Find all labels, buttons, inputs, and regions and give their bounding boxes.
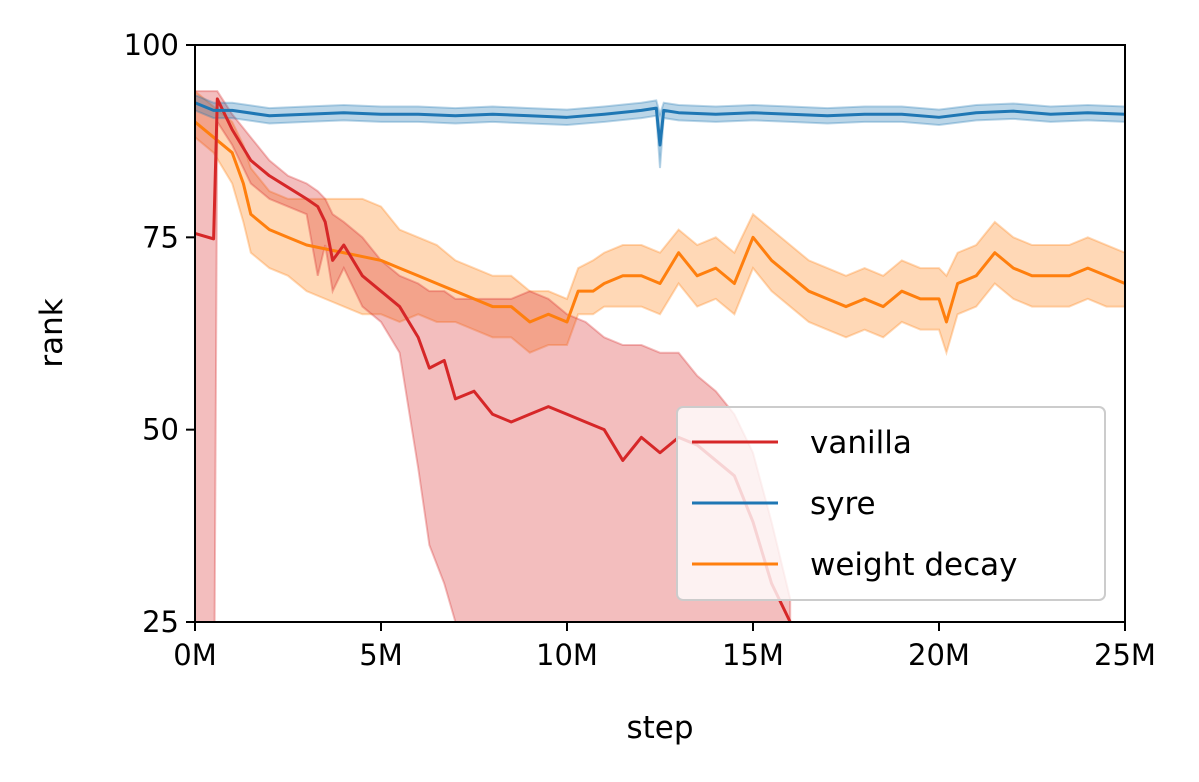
line-syre — [195, 101, 1125, 147]
y-tick-label: 25 — [142, 605, 179, 639]
legend-label: weight decay — [810, 547, 1018, 583]
y-tick-label: 100 — [124, 28, 179, 62]
band-weight-decay — [195, 89, 1125, 357]
legend-box — [676, 406, 1106, 601]
x-tick-label: 20M — [908, 638, 970, 672]
y-axis-label: rank — [34, 298, 70, 367]
legend-label: vanilla — [810, 425, 912, 461]
x-axis-label: step — [626, 710, 693, 746]
x-tick-label: 0M — [173, 638, 216, 672]
band-vanilla — [195, 90, 792, 622]
x-tick-label: 25M — [1094, 638, 1156, 672]
x-tick-label: 5M — [359, 638, 402, 672]
y-tick-label: 75 — [142, 220, 179, 254]
plot-frame — [194, 44, 1126, 623]
x-tick-label: 15M — [722, 638, 784, 672]
legend-label: syre — [810, 486, 876, 522]
legend: vanilla syre weight decay — [676, 406, 1106, 601]
line-weight-decay — [195, 120, 1125, 324]
y-tick-label: 50 — [142, 413, 179, 447]
x-tick-label: 10M — [536, 638, 598, 672]
